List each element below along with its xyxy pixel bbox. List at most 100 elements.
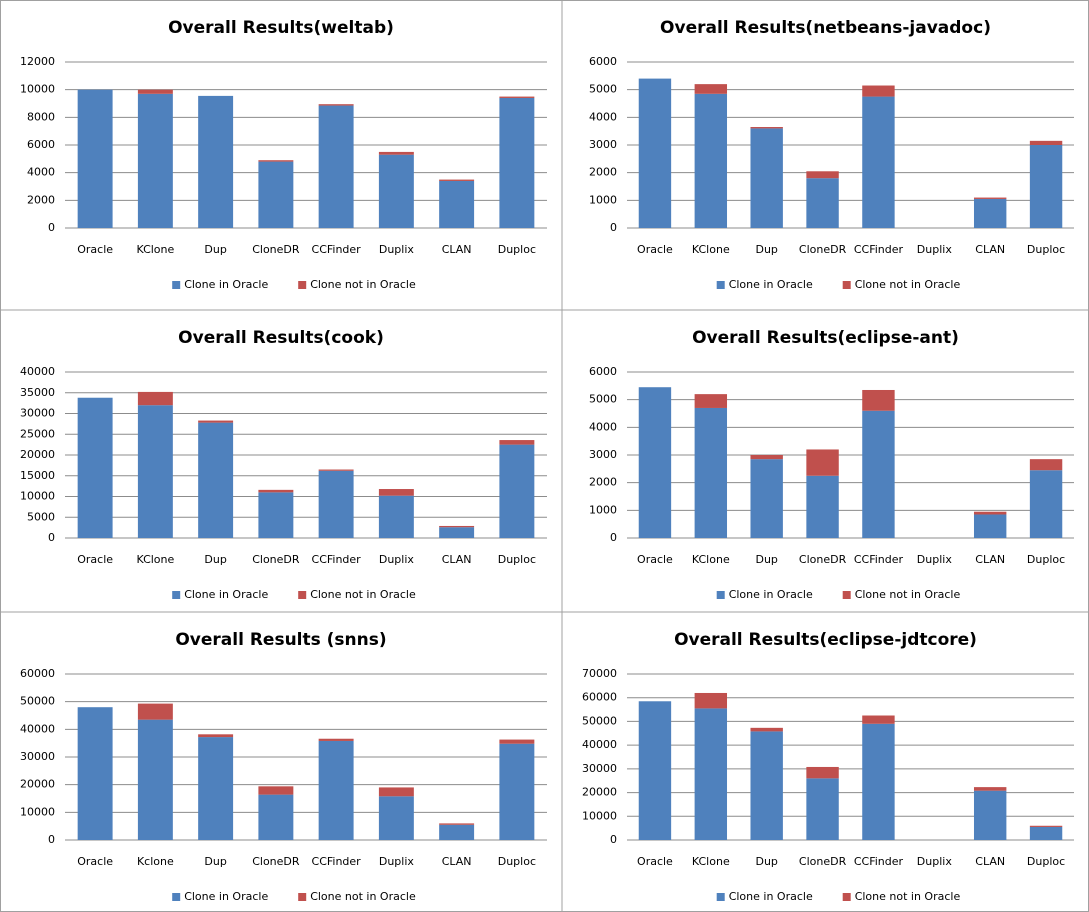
bar-segment xyxy=(439,525,475,528)
bar-segment xyxy=(806,475,839,538)
y-tick-label: 50000 xyxy=(582,714,617,727)
x-tick-label: Dup xyxy=(204,243,226,256)
x-tick-label: KClone xyxy=(136,243,174,256)
legend-swatch xyxy=(298,893,307,901)
legend-swatch xyxy=(842,893,851,901)
bar-segment xyxy=(806,178,839,228)
bar-segment xyxy=(1029,459,1063,471)
bar-segment xyxy=(137,405,173,538)
bar-segment xyxy=(973,511,1007,515)
x-tick-label: KClone xyxy=(692,553,730,566)
bar-segment xyxy=(198,737,234,840)
y-tick-label: 10000 xyxy=(20,83,55,96)
bar-segment xyxy=(973,198,1007,228)
x-tick-label: CLAN xyxy=(975,855,1005,868)
bar-segment xyxy=(862,85,895,97)
x-tick-label: CCFinder xyxy=(312,855,362,868)
bar-segment xyxy=(1029,825,1063,827)
legend-label: Clone in Oracle xyxy=(184,890,268,903)
x-tick-label: CloneDR xyxy=(799,855,847,868)
y-tick-label: 10000 xyxy=(20,490,55,503)
y-tick-label: 10000 xyxy=(582,809,617,822)
y-tick-label: 30000 xyxy=(20,750,55,763)
x-tick-label: CloneDR xyxy=(799,553,847,566)
y-tick-label: 6000 xyxy=(589,365,617,378)
bar-segment xyxy=(137,719,173,840)
x-tick-label: CloneDR xyxy=(799,243,847,256)
bar-segment xyxy=(198,95,234,229)
bar-segment xyxy=(499,743,535,840)
y-tick-label: 4000 xyxy=(27,166,55,179)
legend-label: Clone in Oracle xyxy=(184,278,268,291)
x-tick-label: Dup xyxy=(755,855,777,868)
x-tick-label: Duplix xyxy=(379,243,415,256)
bar-segment xyxy=(750,127,783,129)
x-tick-label: CLAN xyxy=(442,553,472,566)
bar-segment xyxy=(378,796,414,840)
legend-label: Clone not in Oracle xyxy=(310,278,416,291)
y-tick-label: 0 xyxy=(48,833,55,846)
x-tick-label: Duploc xyxy=(1027,243,1065,256)
bar-segment xyxy=(198,420,234,423)
x-tick-label: CCFinder xyxy=(854,243,904,256)
y-tick-label: 6000 xyxy=(589,55,617,68)
legend-label: Clone in Oracle xyxy=(729,588,813,601)
y-tick-label: 30000 xyxy=(20,407,55,420)
bar-segment xyxy=(499,440,535,445)
x-tick-label: Duplix xyxy=(917,553,953,566)
x-tick-label: Duplix xyxy=(917,855,953,868)
bar-segment xyxy=(258,161,294,228)
y-tick-label: 25000 xyxy=(20,427,55,440)
bar-segment xyxy=(862,410,895,538)
y-tick-label: 6000 xyxy=(27,138,55,151)
chart-title: Overall Results(eclipse-jdtcore) xyxy=(674,630,977,650)
legend-swatch xyxy=(298,591,307,599)
y-tick-label: 3000 xyxy=(589,138,617,151)
x-tick-label: Oracle xyxy=(637,553,673,566)
y-tick-label: 1000 xyxy=(589,503,617,516)
bar-segment xyxy=(499,444,535,538)
y-tick-label: 10000 xyxy=(20,805,55,818)
y-tick-label: 35000 xyxy=(20,386,55,399)
x-tick-label: CLAN xyxy=(975,553,1005,566)
y-tick-label: 12000 xyxy=(20,55,55,68)
bar-segment xyxy=(973,197,1007,199)
y-tick-label: 40000 xyxy=(20,722,55,735)
x-tick-label: CCFinder xyxy=(312,243,362,256)
y-tick-label: 0 xyxy=(610,531,617,544)
bar-segment xyxy=(499,97,535,228)
bar-segment xyxy=(499,96,535,98)
bar-segment xyxy=(378,787,414,797)
y-tick-label: 30000 xyxy=(582,762,617,775)
x-tick-label: CLAN xyxy=(975,243,1005,256)
x-tick-label: Duploc xyxy=(498,243,536,256)
bar-segment xyxy=(378,151,414,155)
bar-segment xyxy=(318,104,354,106)
chart-title: Overall Results(cook) xyxy=(178,328,384,348)
x-tick-label: CloneDR xyxy=(252,553,300,566)
x-tick-label: KClone xyxy=(692,243,730,256)
bar-segment xyxy=(694,93,728,228)
bar-segment xyxy=(638,387,672,538)
bar-segment xyxy=(1029,140,1063,145)
bar-segment xyxy=(806,171,839,179)
legend-swatch xyxy=(716,893,725,901)
bar-segment xyxy=(750,128,783,228)
y-tick-label: 2000 xyxy=(27,193,55,206)
x-tick-label: Duplix xyxy=(917,243,953,256)
y-tick-label: 8000 xyxy=(27,110,55,123)
x-tick-label: Duploc xyxy=(498,855,536,868)
x-tick-label: Duplix xyxy=(379,855,415,868)
bar-segment xyxy=(439,527,475,538)
y-tick-label: 1000 xyxy=(589,193,617,206)
x-tick-label: Duploc xyxy=(1027,553,1065,566)
y-tick-label: 60000 xyxy=(582,691,617,704)
bar-segment xyxy=(378,489,414,496)
bar-segment xyxy=(1029,826,1063,840)
x-tick-label: KClone xyxy=(136,553,174,566)
x-tick-label: Duploc xyxy=(1027,855,1065,868)
bar-segment xyxy=(318,738,354,741)
bar-segment xyxy=(862,389,895,411)
bar-segment xyxy=(137,703,173,720)
